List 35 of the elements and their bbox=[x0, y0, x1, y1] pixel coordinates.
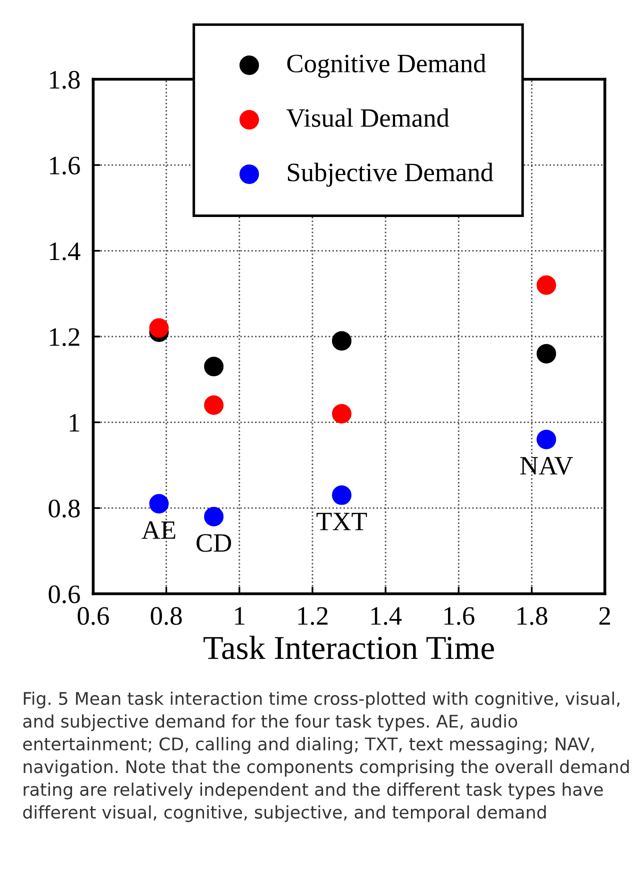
annotation: AE bbox=[142, 521, 176, 539]
point bbox=[149, 318, 169, 338]
point bbox=[149, 494, 169, 514]
point bbox=[536, 344, 556, 364]
y-tick-label: 1 bbox=[70, 414, 80, 432]
point bbox=[536, 430, 556, 450]
legend-label: Visual Demand bbox=[286, 108, 450, 128]
point bbox=[204, 356, 224, 376]
point bbox=[332, 331, 352, 351]
y-tick-label: 0.6 bbox=[48, 585, 80, 604]
caption: Fig. 5 Mean task interaction time cross-plotted with cognitive, visual, and subjective demand for the four task types. AE, audio entertainment; CD, calling and dialing; TXT, text messaging; NAV, navigation. Note that the components comprising the overall demand rating are relatively independent and the different task types have different visual, cognitive, subjective, and temporal demand bbox=[23, 692, 629, 822]
annotation: TXT bbox=[316, 512, 367, 530]
x-tick-label: 1.8 bbox=[518, 607, 548, 625]
point bbox=[204, 506, 224, 526]
x-tick-label: 0.6 bbox=[78, 607, 109, 625]
point bbox=[204, 395, 224, 415]
legend-label: Subjective Demand bbox=[288, 162, 494, 187]
y-tick-label: 1.2 bbox=[50, 328, 80, 346]
x-tick-label: 1.2 bbox=[298, 607, 328, 625]
legend-label: Cognitive Demand bbox=[287, 54, 486, 78]
annotation: CD bbox=[196, 534, 232, 552]
y-tick-label: 0.8 bbox=[48, 500, 80, 518]
x-tick-label: 1.6 bbox=[444, 607, 474, 625]
x-tick-label: 1.4 bbox=[371, 607, 402, 625]
x-tick-label: 1 bbox=[235, 607, 244, 625]
y-tick-label: 1.8 bbox=[50, 70, 80, 89]
point bbox=[332, 485, 352, 505]
point bbox=[332, 404, 352, 424]
x-axis-title: Task Interaction Time bbox=[204, 636, 494, 660]
point bbox=[536, 275, 556, 295]
x-tick-label: 0.8 bbox=[150, 607, 182, 625]
x-tick-label: 2 bbox=[599, 607, 610, 625]
y-tick-label: 1.4 bbox=[50, 242, 80, 260]
annotation: NAV bbox=[520, 457, 573, 475]
y-tick-label: 1.6 bbox=[50, 156, 80, 175]
